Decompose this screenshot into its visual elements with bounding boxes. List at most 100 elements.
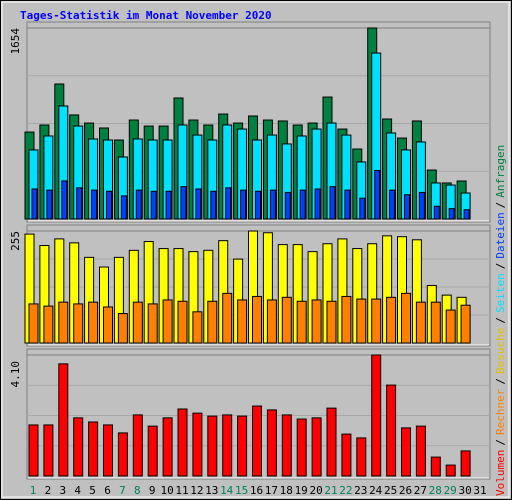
- bar: [43, 305, 54, 344]
- bar: [329, 186, 336, 220]
- legend-separator: /: [494, 202, 507, 209]
- bar: [255, 190, 261, 220]
- y-tick-label: 1654: [9, 28, 22, 55]
- legend-separator: /: [494, 439, 507, 446]
- bar: [344, 189, 351, 220]
- x-tick-label: 2: [45, 484, 52, 497]
- bar: [284, 191, 291, 220]
- bar: [210, 190, 217, 220]
- bar: [58, 301, 69, 344]
- x-tick-label: 22: [339, 484, 352, 497]
- bar: [162, 417, 173, 477]
- bar: [326, 407, 337, 477]
- bar: [177, 300, 188, 344]
- bar: [28, 424, 39, 477]
- x-tick-label: 28: [429, 484, 442, 497]
- x-tick-label: 11: [175, 484, 188, 497]
- legend-separator: /: [494, 378, 507, 385]
- y-tick-label: 255: [9, 231, 22, 251]
- bar: [165, 190, 172, 220]
- bar: [415, 425, 426, 477]
- bar: [76, 187, 83, 220]
- bar: [207, 415, 218, 477]
- bar: [28, 303, 39, 344]
- bar: [252, 405, 262, 477]
- bar: [117, 432, 128, 477]
- bar: [386, 296, 397, 344]
- bar: [356, 437, 367, 477]
- bar: [103, 424, 113, 477]
- bar: [460, 304, 471, 344]
- bar: [237, 299, 248, 344]
- bar: [266, 409, 277, 477]
- bar: [192, 311, 203, 344]
- bar: [430, 301, 441, 344]
- bar: [43, 424, 54, 477]
- legend-text: Volumen / Rechner / Besuche / Seiten / Dateien / A…: [494, 145, 507, 496]
- x-tick-label: 25: [384, 484, 397, 497]
- bar: [299, 189, 306, 220]
- bar: [460, 450, 471, 477]
- chart-title: Tages-Statistik im Monat November 2020: [20, 9, 272, 22]
- x-tick-label: 14: [220, 484, 234, 497]
- x-tick-label: 13: [205, 484, 218, 497]
- bar: [445, 309, 456, 344]
- x-tick-label: 29: [444, 484, 457, 497]
- bar: [386, 384, 397, 477]
- bar: [162, 299, 173, 344]
- bar: [341, 295, 352, 344]
- bar: [225, 187, 232, 220]
- bar: [252, 295, 262, 344]
- bar: [61, 180, 68, 220]
- bar: [222, 292, 233, 344]
- x-tick-label: 7: [119, 484, 126, 497]
- x-tick-label: 21: [324, 484, 337, 497]
- bar: [296, 418, 307, 477]
- legend: Volumen / Rechner / Besuche / Seiten / Dateien / A…: [494, 145, 507, 496]
- bar: [281, 414, 292, 477]
- x-tick-label: 16: [250, 484, 263, 497]
- legend-entry: Rechner: [494, 388, 507, 435]
- bar: [177, 408, 188, 477]
- x-tick-label: 23: [354, 484, 367, 497]
- bar: [73, 417, 84, 477]
- x-tick-label: 30: [458, 484, 471, 497]
- bar: [326, 300, 337, 344]
- bar: [433, 205, 440, 220]
- bar: [418, 191, 425, 220]
- bar: [341, 433, 352, 477]
- x-tick-label: 10: [160, 484, 173, 497]
- x-tick-label: 18: [280, 484, 293, 497]
- x-tick-label: 4: [74, 484, 81, 497]
- legend-separator: /: [494, 263, 507, 270]
- x-tick-label: 9: [149, 484, 156, 497]
- bar: [150, 190, 157, 220]
- x-tick-label: 8: [134, 484, 141, 497]
- bar: [195, 188, 202, 220]
- bar: [401, 427, 411, 477]
- legend-entry: Dateien: [494, 212, 507, 258]
- bar: [266, 299, 277, 344]
- x-tick-label: 20: [309, 484, 322, 497]
- bar: [448, 208, 455, 220]
- bar: [192, 412, 203, 477]
- bar: [58, 363, 69, 477]
- bar: [374, 169, 381, 220]
- x-tick-label: 12: [190, 484, 203, 497]
- legend-entry: Volumen: [494, 450, 507, 496]
- legend-separator: /: [494, 317, 507, 324]
- bar: [311, 417, 322, 477]
- bar: [135, 189, 142, 220]
- bar: [88, 421, 99, 477]
- bar: [296, 300, 307, 344]
- bar: [117, 313, 128, 344]
- x-tick-label: 24: [369, 484, 383, 497]
- x-tick-label: 3: [59, 484, 66, 497]
- bar: [269, 189, 276, 220]
- bar: [132, 301, 143, 344]
- bar: [31, 188, 38, 220]
- x-tick-label: 19: [295, 484, 308, 497]
- bar: [207, 300, 218, 344]
- x-tick-label: 6: [104, 484, 111, 497]
